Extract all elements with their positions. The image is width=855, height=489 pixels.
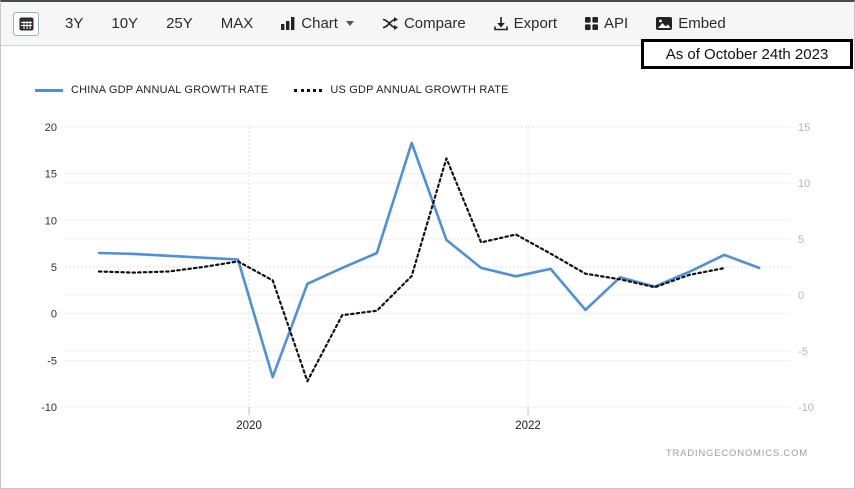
calendar-icon	[19, 17, 33, 30]
toolbar: 3Y 10Y 25Y MAX Chart	[1, 2, 854, 46]
calendar-button[interactable]	[13, 11, 39, 36]
right-axis-tick-label: 15	[798, 122, 810, 134]
x-axis-tick-label: 2022	[515, 420, 541, 432]
export-label: Export	[513, 15, 558, 32]
chevron-down-icon	[345, 21, 354, 26]
right-axis-tick-label: -5	[798, 346, 808, 358]
chart-menu-label: Chart	[301, 15, 338, 32]
left-axis-tick-label: -5	[47, 355, 57, 367]
legend-item-us[interactable]: US GDP ANNUAL GROWTH RATE	[294, 84, 508, 96]
compare-label: Compare	[403, 15, 466, 32]
right-axis-tick-label: 0	[798, 290, 804, 302]
embed-label: Embed	[678, 15, 726, 32]
right-axis-tick-label: -10	[798, 402, 814, 414]
api-label: API	[604, 15, 629, 32]
range-button-3y[interactable]: 3Y	[63, 13, 85, 34]
range-label: 25Y	[166, 15, 193, 32]
compare-shuffle-icon	[382, 17, 398, 30]
watermark: TRADINGECONOMICS.COM	[665, 448, 808, 459]
embed-button[interactable]: Embed	[654, 13, 728, 34]
api-button[interactable]: API	[583, 13, 630, 34]
as-of-date-box: As of October 24th 2023	[641, 39, 853, 69]
range-button-25y[interactable]: 25Y	[164, 13, 195, 34]
right-axis-tick-label: 5	[798, 234, 804, 246]
embed-image-icon	[656, 17, 673, 30]
china-series-line	[97, 141, 761, 379]
export-button[interactable]: Export	[492, 13, 559, 34]
range-label: 3Y	[65, 15, 84, 32]
left-axis-tick-label: -10	[41, 402, 57, 414]
legend-item-china[interactable]: CHINA GDP ANNUAL GROWTH RATE	[35, 84, 268, 96]
left-axis-tick-label: 20	[45, 122, 57, 134]
left-axis-tick-label: 5	[51, 262, 57, 274]
china-line-sample	[35, 88, 63, 92]
us-series-line	[97, 157, 726, 383]
right-axis-tick-label: 10	[798, 178, 810, 190]
as-of-date-text: As of October 24th 2023	[665, 45, 829, 63]
chart-type-menu[interactable]: Chart	[279, 13, 356, 34]
range-label: MAX	[220, 15, 254, 32]
us-line-sample	[294, 88, 323, 92]
range-button-max[interactable]: MAX	[219, 13, 256, 34]
china-series-label: CHINA GDP ANNUAL GROWTH RATE	[71, 84, 269, 96]
range-button-10y[interactable]: 10Y	[109, 13, 140, 34]
left-axis-tick-label: 10	[45, 215, 57, 227]
download-icon	[493, 16, 508, 30]
left-axis-tick-label: 0	[51, 309, 57, 321]
range-label: 10Y	[111, 15, 139, 32]
chart-legend: CHINA GDP ANNUAL GROWTH RATE US GDP ANNU…	[35, 84, 509, 96]
left-axis-tick-label: 15	[45, 169, 57, 181]
bar-chart-icon	[281, 17, 295, 30]
api-grid-icon	[585, 17, 599, 30]
x-axis-tick-label: 2020	[236, 420, 262, 432]
us-series-label: US GDP ANNUAL GROWTH RATE	[330, 84, 509, 96]
compare-button[interactable]: Compare	[380, 13, 468, 34]
